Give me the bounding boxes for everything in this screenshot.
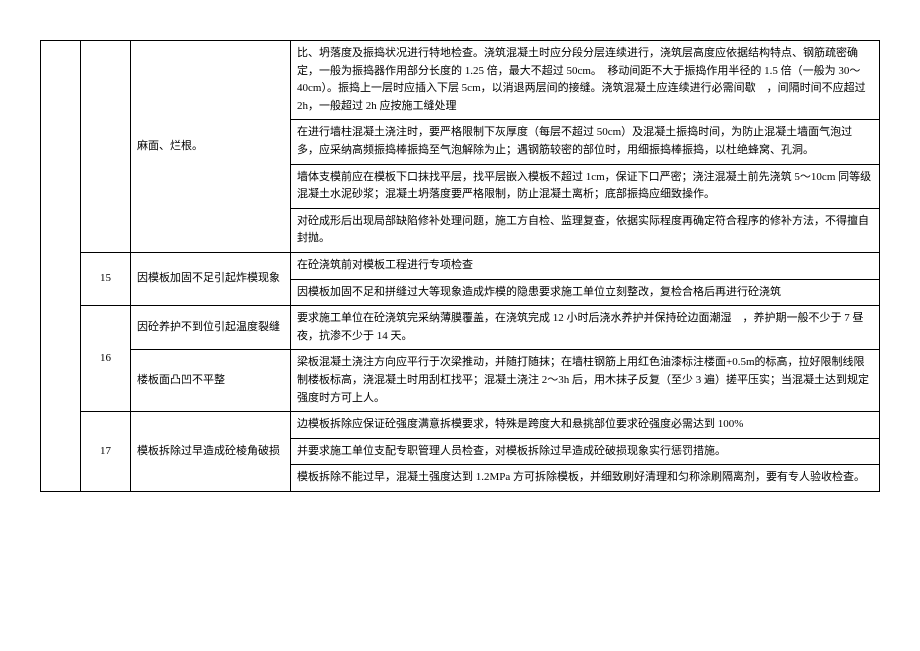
col-content: 边模板拆除应保证砼强度满意拆模要求，特殊是跨度大和悬挑部位要求砼强度必需达到 1… xyxy=(291,412,880,439)
col-num xyxy=(81,41,131,253)
col-content: 要求施工单位在砼浇筑完采纳薄膜覆盖，在浇筑完成 12 小时后浇水养护并保持砼边面… xyxy=(291,306,880,350)
col-content: 模板拆除不能过早，混凝土强度达到 1.2MPa 方可拆除模板，并细致刷好清理和匀… xyxy=(291,465,880,492)
table-row: 15因模板加固不足引起炸模现象在砼浇筑前对模板工程进行专项检查 xyxy=(41,252,880,279)
col-content: 对砼成形后出现局部缺陷修补处理问题，施工方自检、监理复查，依据实际程度再确定符合… xyxy=(291,208,880,252)
col-num: 16 xyxy=(81,306,131,412)
document-table: 麻面、烂根。比、坍落度及振捣状况进行特地检查。浇筑混凝土时应分段分层连续进行，浇… xyxy=(40,40,880,492)
col-issue: 麻面、烂根。 xyxy=(131,41,291,253)
col-content: 在砼浇筑前对模板工程进行专项检查 xyxy=(291,252,880,279)
col-num: 17 xyxy=(81,412,131,492)
col-issue: 模板拆除过早造成砼棱角破损 xyxy=(131,412,291,492)
col-content: 在进行墙柱混凝土浇注时，要严格限制下灰厚度（每层不超过 50cm）及混凝土振捣时… xyxy=(291,120,880,164)
col-content: 墙体支模前应在模板下口抹找平层，找平层嵌入模板不超过 1cm，保证下口严密；浇注… xyxy=(291,164,880,208)
col-issue: 因砼养护不到位引起温度裂缝 xyxy=(131,306,291,350)
col-content: 因模板加固不足和拼缝过大等现象造成炸模的隐患要求施工单位立刻整改，复检合格后再进… xyxy=(291,279,880,306)
table-row: 17模板拆除过早造成砼棱角破损边模板拆除应保证砼强度满意拆模要求，特殊是跨度大和… xyxy=(41,412,880,439)
col-issue: 因模板加固不足引起炸模现象 xyxy=(131,252,291,305)
col-content: 梁板混凝土浇注方向应平行于次梁推动，并随打随抹；在墙柱钢筋上用红色油漆标注楼面+… xyxy=(291,350,880,412)
col-num: 15 xyxy=(81,252,131,305)
col-content: 比、坍落度及振捣状况进行特地检查。浇筑混凝土时应分段分层连续进行，浇筑层高度应依… xyxy=(291,41,880,120)
col-empty xyxy=(41,41,81,492)
col-issue: 楼板面凸凹不平整 xyxy=(131,350,291,412)
table-row: 16因砼养护不到位引起温度裂缝要求施工单位在砼浇筑完采纳薄膜覆盖，在浇筑完成 1… xyxy=(41,306,880,350)
table-row: 楼板面凸凹不平整梁板混凝土浇注方向应平行于次梁推动，并随打随抹；在墙柱钢筋上用红… xyxy=(41,350,880,412)
table-row: 麻面、烂根。比、坍落度及振捣状况进行特地检查。浇筑混凝土时应分段分层连续进行，浇… xyxy=(41,41,880,120)
col-content: 并要求施工单位支配专职管理人员检查，对模板拆除过早造成砼破损现象实行惩罚措施。 xyxy=(291,438,880,465)
